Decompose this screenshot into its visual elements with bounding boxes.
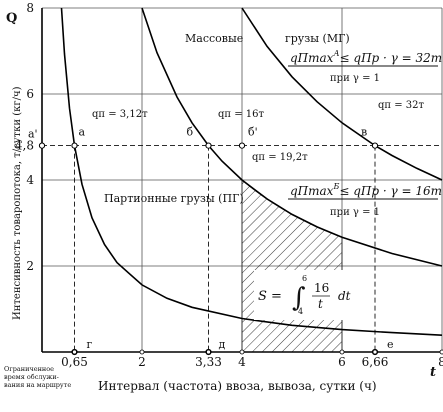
x-tick-marker: [239, 349, 245, 355]
integral-lower: 4: [298, 307, 303, 316]
formula-a-rhs: ≤ qПр · γ = 32т: [340, 51, 443, 65]
y-axis-label: Интенсивность товаропотока, т/сутки (кг/…: [12, 86, 23, 320]
annotation-q1: qп = 3,12т: [92, 109, 148, 120]
x-axis-label: Интервал (частота) ввоза, вывоза, сутки …: [98, 379, 377, 393]
x-tick-label: 8: [438, 355, 443, 369]
x-tick-label: 6,66: [362, 355, 389, 369]
integral-dt: dt: [338, 289, 351, 303]
series-curve-1: [60, 7, 443, 336]
y-tick-label: 8: [26, 1, 34, 15]
formula-a-cond: при γ = 1: [330, 73, 380, 84]
formula-b: qПmaxБ≤ qПр · γ = 16т при γ = 1: [288, 182, 442, 218]
y-axis-symbol: Q: [6, 11, 17, 26]
x-tick-marker: [372, 349, 378, 355]
series-curve-2: [141, 7, 443, 267]
integral-s: S =: [258, 289, 282, 304]
x-tick-label: 0,65: [61, 355, 88, 369]
formula-a-lhs-text: qПmax: [290, 51, 334, 65]
x-note-text: время обслужи-: [4, 373, 59, 381]
integral-sign: ∫: [292, 283, 306, 313]
y-tick-label: 4: [26, 173, 34, 187]
integral-box: [254, 270, 370, 320]
annotation-q4: qп = 19,2т: [252, 152, 308, 163]
tick-labels: 0,65 2 3,33 4 6 6,66 8 2 4 4,8 6 8: [15, 1, 443, 369]
integral-num: 16: [314, 281, 329, 295]
point-marker: [71, 142, 78, 149]
curves: [60, 7, 443, 336]
x-note: Ограниченное время обслужи- вания на мар…: [4, 365, 71, 389]
annotation-q2: qп = 16т: [218, 109, 265, 120]
point-label: в: [361, 126, 367, 139]
formula-b-lhs-text: qПmax: [290, 184, 334, 198]
party-cargo-label: Партионные грузы (ПГ): [104, 192, 244, 205]
x-note-text: Ограниченное: [4, 365, 54, 373]
mass-cargo-label-2: грузы (МГ): [285, 32, 350, 45]
point-marker: [371, 142, 379, 149]
point-marker: [38, 142, 46, 149]
x-tick-marker: [72, 349, 77, 355]
point-marker: [238, 142, 246, 149]
integral-den: t: [318, 297, 323, 311]
point-label: е: [387, 338, 394, 351]
point-marker: [205, 142, 212, 149]
formula-a-sup: А: [332, 49, 339, 58]
points: а' а б б' в г д е: [28, 126, 394, 356]
formula-b-cond: при γ = 1: [330, 207, 380, 218]
y-tick-label: 4,8: [15, 139, 34, 153]
x-note-text: вания на маршруте: [4, 381, 71, 389]
series-curve-3: [241, 7, 443, 181]
x-tick-label: 3,33: [195, 355, 222, 369]
formula-b-lhs: qПmaxБ≤ qПр · γ = 16т: [290, 182, 442, 198]
integral-formula: S = ∫ 6 4 16 t dt: [254, 270, 370, 320]
x-tick-marker: [139, 349, 145, 355]
x-tick-marker: [206, 349, 211, 355]
point-label: а: [79, 126, 86, 139]
point-label: б': [248, 126, 258, 139]
y-tick-label: 2: [26, 259, 34, 273]
x-tick-label: 4: [238, 355, 246, 369]
point-label: а': [28, 128, 38, 141]
y-tick-label: 6: [26, 87, 34, 101]
integral-upper: 6: [302, 274, 307, 283]
x-axis-symbol: t: [430, 365, 436, 380]
point-label: д: [219, 338, 226, 351]
x-tick-label: 2: [138, 355, 146, 369]
point-label: б: [187, 126, 194, 139]
point-label: г: [87, 338, 93, 351]
x-tick-marker: [439, 349, 443, 355]
formula-a: qПmaxА≤ qПр · γ = 32т при γ = 1: [288, 49, 442, 84]
formula-b-rhs: ≤ qПр · γ = 16т: [339, 184, 442, 198]
shaded-area: [241, 179, 343, 353]
formula-a-lhs: qПmaxА≤ qПр · γ = 32т: [290, 49, 442, 65]
mass-cargo-label: Массовые: [185, 32, 243, 45]
annotation-q3: qп = 32т: [378, 100, 425, 111]
formula-b-sup: Б: [332, 182, 339, 191]
x-tick-marker: [339, 349, 345, 355]
x-tick-label: 6: [338, 355, 346, 369]
